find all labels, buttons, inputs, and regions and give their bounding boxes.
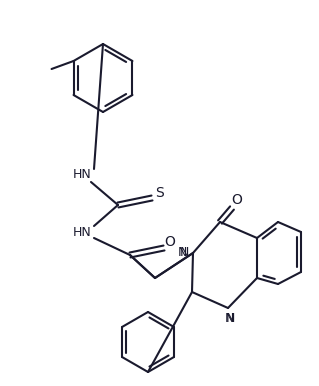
Text: HN: HN bbox=[73, 169, 91, 181]
Text: N: N bbox=[224, 312, 234, 325]
Text: N: N bbox=[225, 312, 235, 325]
Text: O: O bbox=[165, 235, 175, 249]
Text: N: N bbox=[177, 245, 187, 259]
Text: HN: HN bbox=[73, 225, 91, 239]
Text: N: N bbox=[179, 245, 189, 259]
Text: S: S bbox=[155, 186, 163, 200]
Text: O: O bbox=[232, 193, 242, 207]
